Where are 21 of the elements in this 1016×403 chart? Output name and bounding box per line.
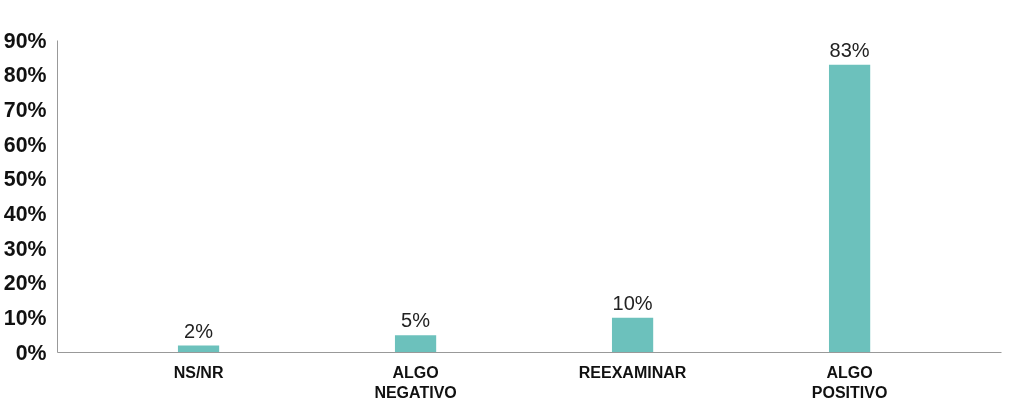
data-label: 10% [612, 291, 653, 314]
data-label: 5% [401, 309, 431, 332]
bar [828, 64, 871, 353]
y-tick-label: 10% [3, 305, 47, 330]
y-tick-label: 0% [15, 340, 47, 365]
y-tick-label: 90% [3, 28, 47, 53]
y-tick-label: 30% [3, 236, 47, 261]
bar [611, 317, 654, 353]
x-tick-label: REEXAMINAR [578, 363, 687, 381]
data-label: 2% [184, 319, 214, 342]
y-tick-label: 60% [3, 132, 47, 157]
y-tick-label: 20% [3, 271, 47, 296]
y-tick-label: 80% [3, 63, 47, 88]
data-label: 83% [829, 38, 870, 61]
x-tick-label: NS/NR [173, 363, 224, 381]
x-tick-label: ALGO NEGATIVO [374, 363, 457, 401]
y-tick-label: 70% [3, 97, 47, 122]
bar [394, 335, 437, 353]
y-tick-label: 40% [3, 201, 47, 226]
x-tick-label: ALGO POSITIVO [811, 363, 888, 401]
y-tick-label: 50% [3, 167, 47, 192]
